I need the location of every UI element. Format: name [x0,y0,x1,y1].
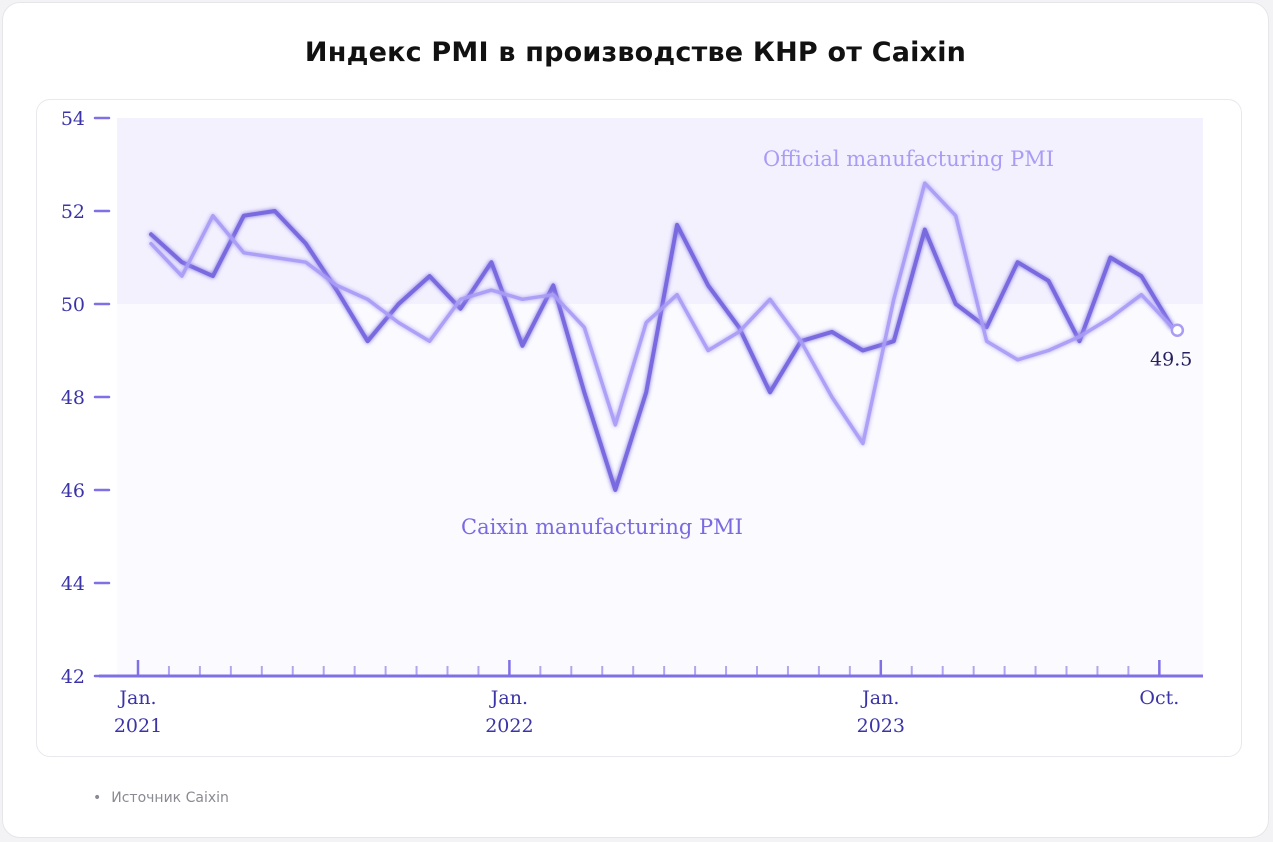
source-note: • Источник Caixin [93,790,229,806]
y-tick-label: 48 [61,387,85,409]
y-tick-label: 46 [61,480,85,502]
official-series-label: Official manufacturing PMI [763,147,1054,171]
y-tick-label: 42 [61,666,85,688]
x-tick-label: Jan. [860,687,899,709]
band-below-50 [117,304,1203,676]
y-tick-label: 44 [61,573,85,595]
bullet-icon: • [93,790,102,806]
pmi-line-chart: 42 44 46 48 50 52 54 Jan. 2021 Jan. 2022 Jan. 2023 O… [61,108,1203,737]
y-tick-label: 50 [61,294,85,316]
y-tick-label: 52 [61,201,85,223]
chart-title: Индекс PMI в производстве КНР от Caixin [304,37,967,68]
caixin-series-label: Caixin manufacturing PMI [461,515,743,539]
end-point-marker [1170,323,1185,337]
x-tick-label: 2023 [857,715,905,737]
x-tick-label: Jan. [117,687,156,709]
x-tick-label: 2021 [114,715,162,737]
chart-frame: 42 44 46 48 50 52 54 Jan. 2021 Jan. 2022 Jan. 2023 O… [36,99,1242,757]
band-above-50 [117,118,1203,304]
source-text: Источник Caixin [111,790,229,806]
end-value-label: 49.5 [1150,348,1192,370]
x-tick-label: 2022 [485,715,533,737]
official-line [149,181,1175,446]
y-tick-label: 54 [61,108,85,130]
x-tick-label: Jan. [489,687,528,709]
x-tick-label: Oct. [1139,687,1179,709]
